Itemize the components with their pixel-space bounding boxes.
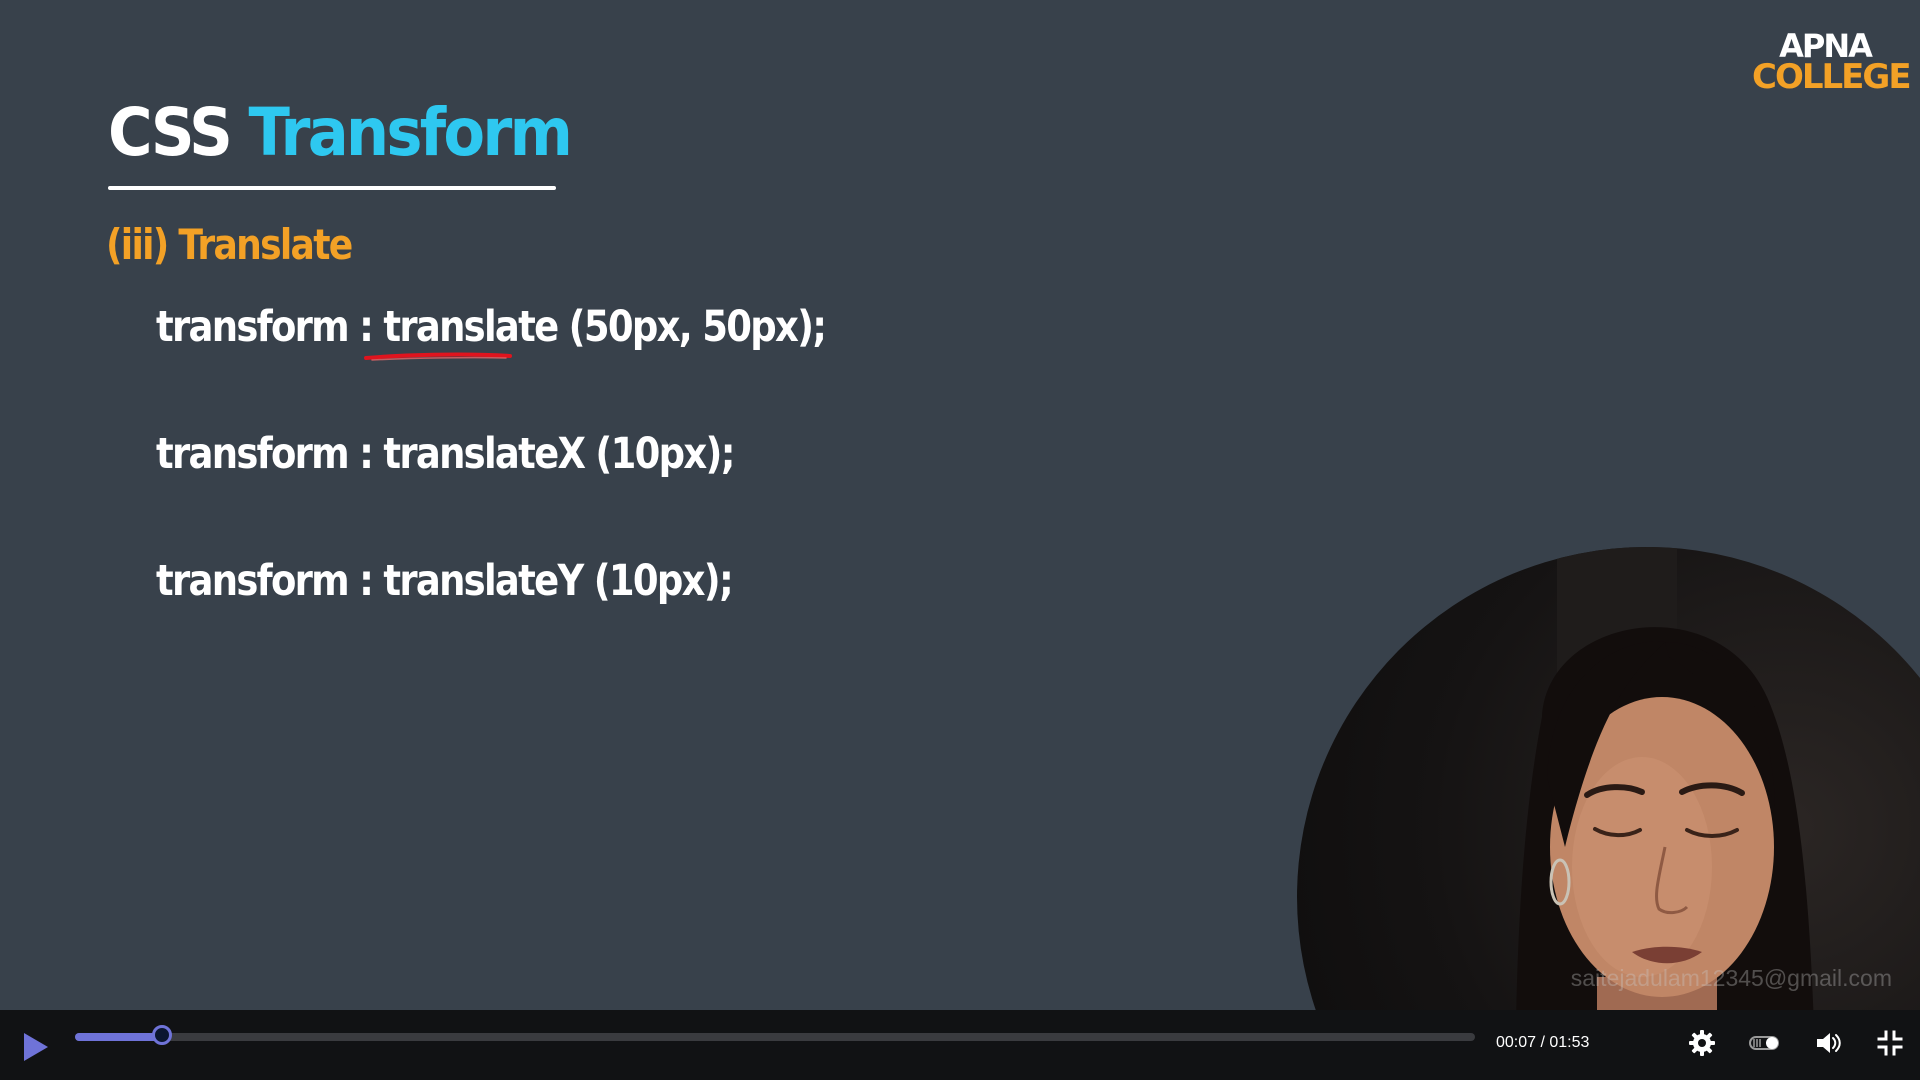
time-display: 00:07 / 01:53 — [1496, 1034, 1589, 1052]
slide-title: CSS Transform — [108, 100, 570, 166]
progress-fill — [75, 1033, 162, 1041]
presenter-image — [1297, 547, 1920, 1010]
settings-button[interactable] — [1688, 1029, 1716, 1057]
progress-rail — [75, 1033, 1475, 1041]
exit-fullscreen-button[interactable] — [1876, 1029, 1904, 1057]
player-control-bar — [0, 1010, 1920, 1080]
video-frame[interactable]: CSS Transform (iii) Translate transform … — [0, 0, 1920, 1010]
theater-toggle-icon — [1748, 1029, 1782, 1057]
play-icon — [18, 1030, 52, 1064]
settings-icon — [1688, 1029, 1716, 1057]
logo-line-college: COLLEGE — [1752, 60, 1898, 94]
apna-college-logo: APNA COLLEGE — [1752, 30, 1898, 94]
presenter-webcam — [1297, 547, 1920, 1010]
progress-slider[interactable] — [75, 1032, 1475, 1042]
email-watermark: saitejadulam12345@gmail.com — [1571, 965, 1892, 992]
exit-fullscreen-icon — [1876, 1029, 1904, 1057]
volume-icon — [1814, 1029, 1842, 1057]
code-line-translatey: transform : translateY (10px); — [156, 560, 732, 603]
red-pen-underline — [362, 349, 514, 363]
code-line-translate: transform : translate (50px, 50px); — [156, 306, 825, 349]
volume-button[interactable] — [1814, 1029, 1842, 1057]
slide-title-word-css: CSS — [108, 94, 230, 171]
slide-subtitle: (iii) Translate — [106, 224, 352, 266]
play-button[interactable] — [18, 1030, 52, 1064]
title-underline — [108, 186, 556, 190]
slide-title-word-transform: Transform — [249, 94, 571, 171]
theater-toggle-button[interactable] — [1748, 1029, 1782, 1057]
code-line-translatex: transform : translateX (10px); — [156, 433, 734, 476]
progress-handle[interactable] — [152, 1025, 172, 1045]
